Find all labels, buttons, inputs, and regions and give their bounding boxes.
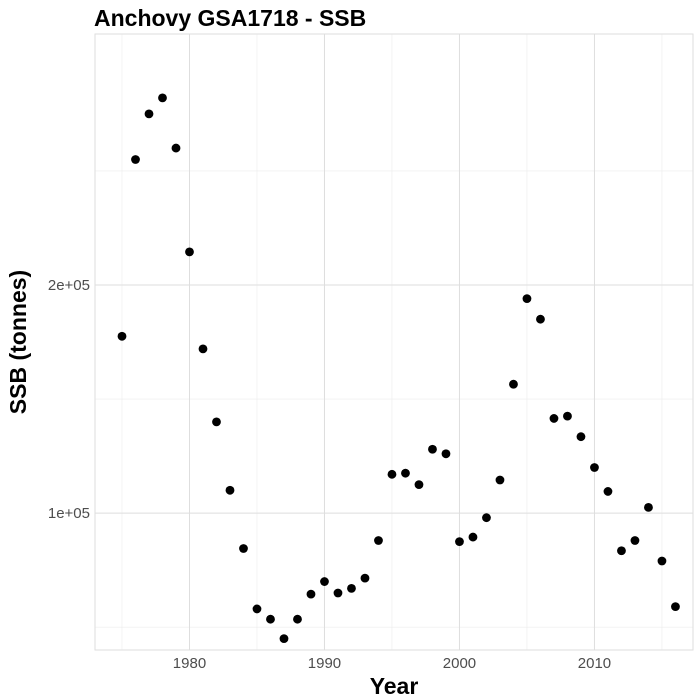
y-axis-title: SSB (tonnes): [5, 270, 31, 414]
data-point: [522, 294, 532, 304]
data-point: [374, 536, 383, 545]
data-point: [414, 480, 424, 489]
data-point: [468, 532, 478, 542]
data-point: [266, 614, 275, 624]
data-point: [212, 417, 221, 427]
plot-panel: [94, 33, 694, 651]
data-point: [387, 469, 397, 479]
data-point: [158, 93, 167, 103]
data-point: [509, 379, 518, 389]
data-point: [495, 475, 505, 485]
x-tick-label: 2010: [578, 655, 611, 672]
data-point: [657, 556, 667, 566]
data-point: [360, 573, 370, 583]
data-point: [563, 411, 572, 421]
data-point: [320, 577, 329, 586]
x-tick-label: 2000: [443, 655, 476, 672]
data-point: [185, 247, 194, 257]
axis-tick-labels: 1980 1990 2000 2010 1e+05 2e+05: [48, 277, 611, 672]
data-point: [239, 544, 248, 553]
data-point: [279, 634, 289, 643]
data-points: [117, 93, 680, 643]
data-point: [441, 449, 451, 459]
chart-title: Anchovy GSA1718 - SSB: [94, 5, 366, 31]
data-point: [144, 109, 154, 119]
data-point: [347, 584, 356, 593]
data-point: [225, 485, 235, 495]
y-tick-label: 1e+05: [48, 505, 90, 522]
data-point: [401, 468, 410, 478]
data-point: [117, 331, 127, 341]
y-tick-label: 2e+05: [48, 277, 90, 294]
data-point: [131, 155, 140, 164]
data-point: [482, 513, 491, 523]
data-point: [617, 546, 626, 556]
x-tick-label: 1980: [173, 655, 206, 672]
data-point: [428, 444, 437, 454]
data-point: [549, 414, 559, 423]
data-point: [630, 536, 640, 545]
data-point: [171, 143, 181, 153]
data-point: [590, 463, 599, 472]
data-point: [644, 503, 653, 512]
data-point: [252, 604, 262, 614]
data-point: [536, 314, 545, 324]
x-axis-title: Year: [370, 673, 419, 699]
data-point: [603, 487, 613, 496]
data-point: [333, 588, 343, 598]
data-point: [576, 432, 586, 442]
data-point: [293, 614, 302, 624]
data-point: [198, 344, 208, 354]
data-point: [306, 589, 316, 599]
grid-lines: [95, 34, 693, 650]
x-tick-label: 1990: [308, 655, 341, 672]
data-point: [455, 537, 464, 547]
data-point: [671, 602, 680, 612]
